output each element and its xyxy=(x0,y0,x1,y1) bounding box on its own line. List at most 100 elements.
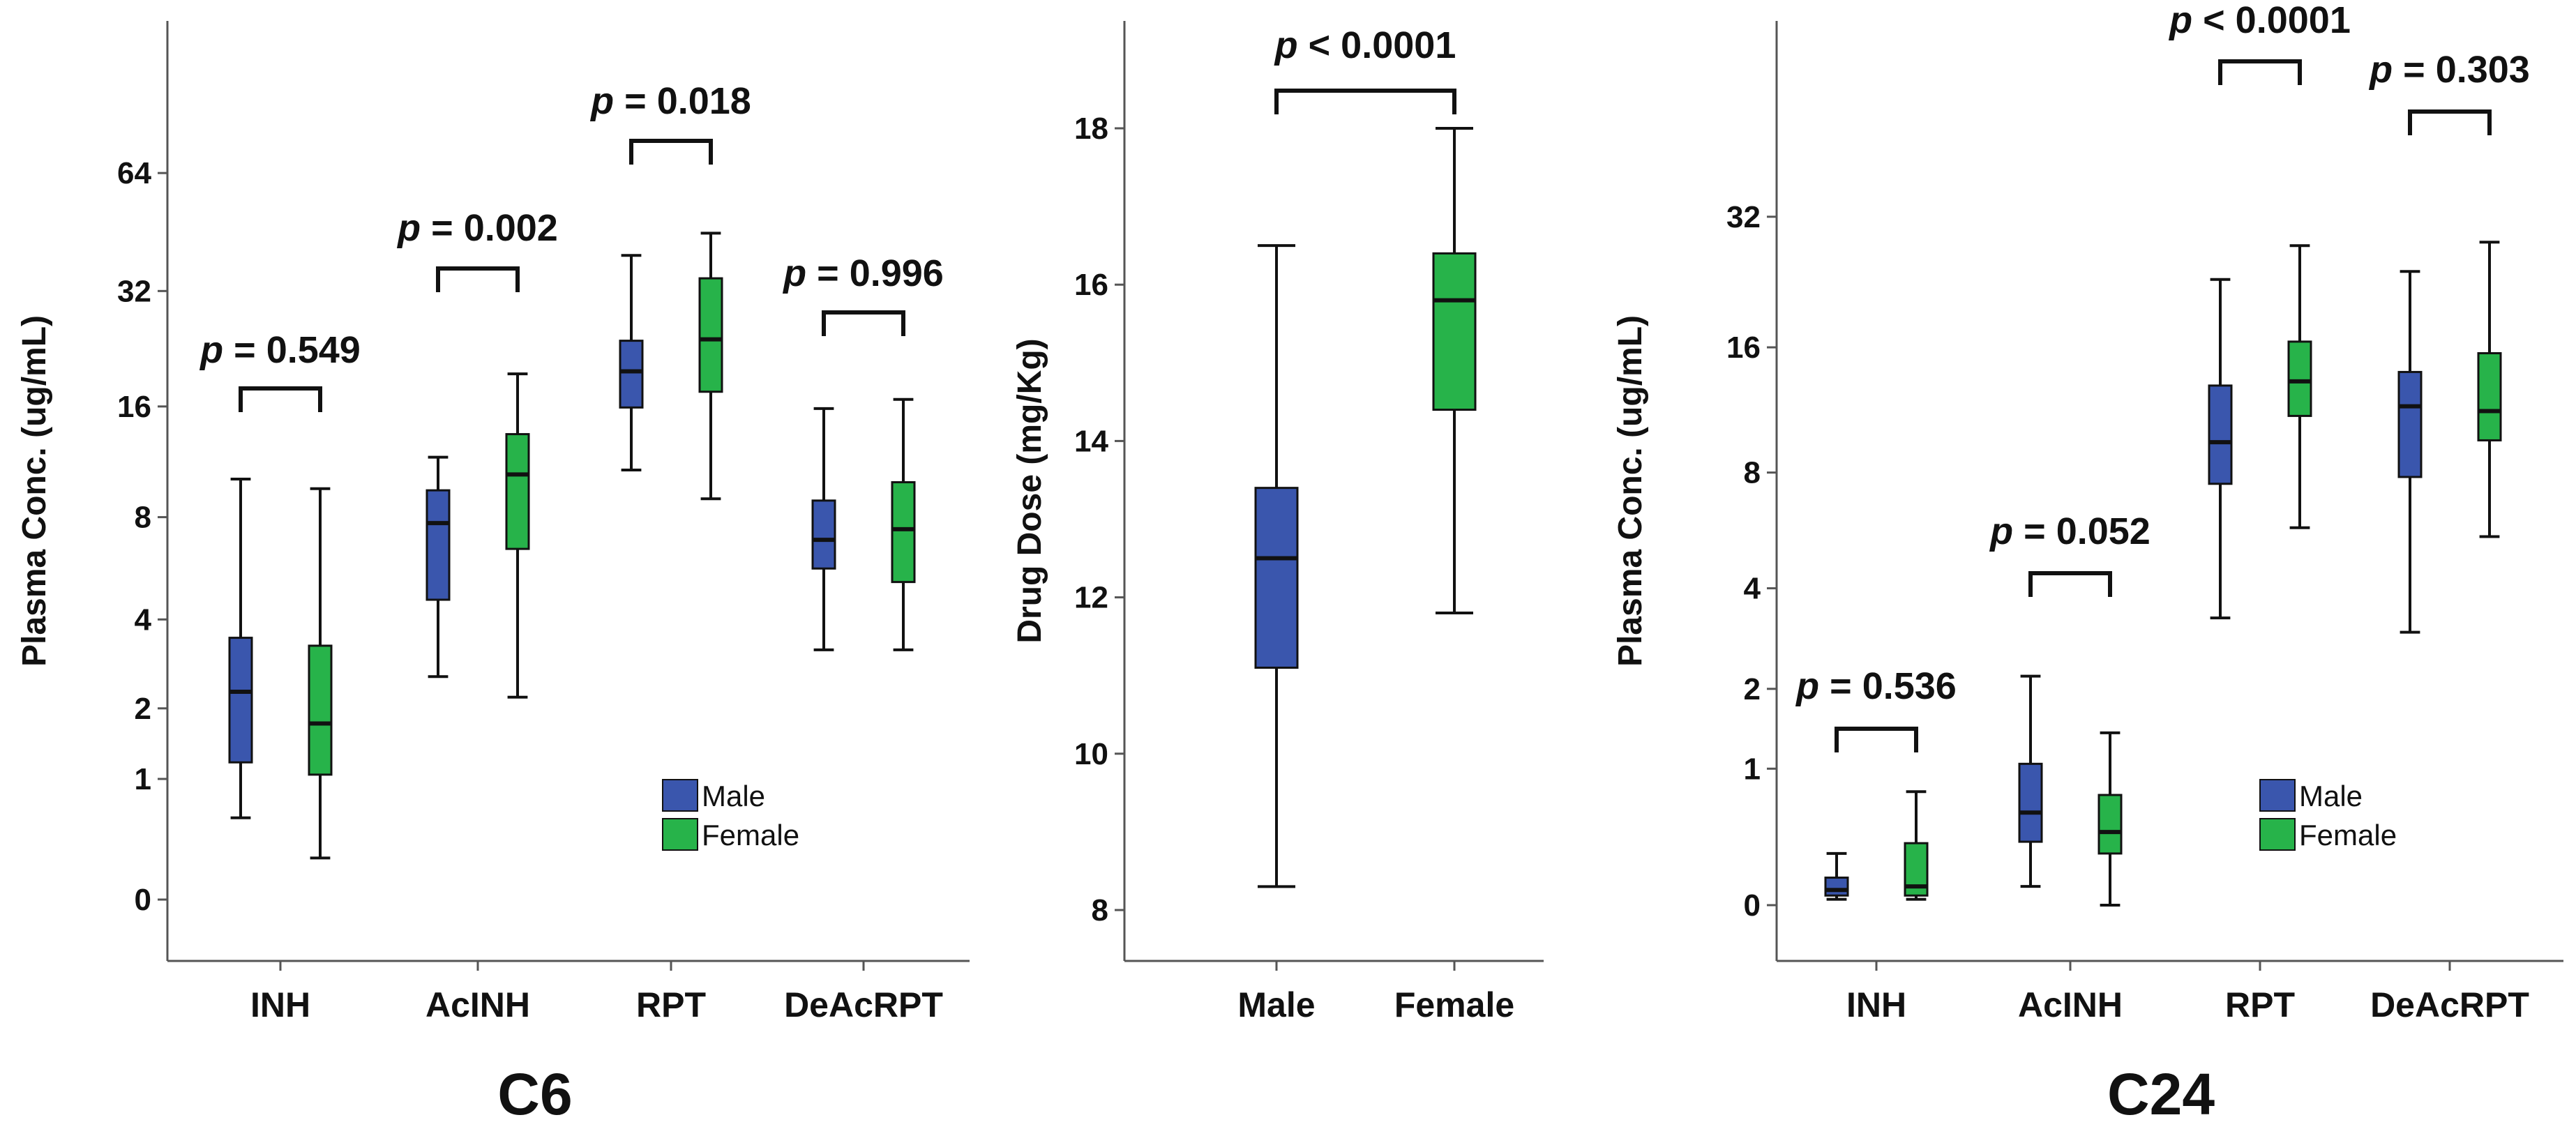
p-value: = 0.536 xyxy=(1819,665,1957,707)
legend-label-male: Male xyxy=(702,780,765,812)
p-value-label-inh: p = 0.549 xyxy=(199,329,361,371)
box-male-acinh xyxy=(425,455,451,679)
x-tick-label-male: Male xyxy=(1237,985,1315,1024)
box-female-deacrpt xyxy=(891,397,916,651)
p-symbol: p xyxy=(1795,665,1819,707)
legend-label-female: Female xyxy=(2299,819,2397,851)
panel-c6: 0 1 2 4 8 16 32 64 Plasma Conc. (ug/mL) INH p = 0.… xyxy=(16,21,970,1024)
p-symbol: p xyxy=(782,252,806,294)
box-female-acinh xyxy=(2097,731,2123,907)
p-value-label-rpt: p = 0.018 xyxy=(589,80,751,122)
p-value: < 0.0001 xyxy=(1298,24,1456,66)
significance-bracket-rpt xyxy=(629,139,713,165)
y-tick-label: 18 xyxy=(1074,112,1108,146)
box-iqr xyxy=(425,489,451,601)
box-iqr xyxy=(2208,384,2233,485)
y-axis-label: Plasma Conc. (ug/mL) xyxy=(1612,315,1649,667)
p-value: = 0.996 xyxy=(806,252,944,294)
p-value-label-rpt: p < 0.0001 xyxy=(2168,0,2351,41)
box-iqr xyxy=(698,277,723,393)
p-value: = 0.052 xyxy=(2013,510,2151,552)
y-tick-label: 8 xyxy=(1744,456,1761,490)
y-tick-label: 0 xyxy=(1744,888,1761,923)
y-tick-label: 2 xyxy=(1744,672,1761,706)
y-axis-label: Drug Dose (mg/Kg) xyxy=(1011,338,1048,643)
box-iqr xyxy=(811,499,836,570)
box-female-rpt xyxy=(698,232,723,501)
box-iqr xyxy=(2287,340,2312,417)
legend-swatch-male xyxy=(662,779,698,812)
box-iqr xyxy=(308,644,333,776)
x-tick-label-inh: INH xyxy=(1846,985,1906,1024)
p-symbol: p xyxy=(199,329,223,371)
box-iqr xyxy=(2018,762,2043,843)
x-tick-label-deacrpt: DeAcRPT xyxy=(2370,985,2529,1024)
legend-label-male: Male xyxy=(2299,780,2363,812)
box-male-deacrpt xyxy=(2397,270,2423,634)
significance-bracket-inh xyxy=(1835,727,1918,752)
y-tick-label: 16 xyxy=(1074,268,1108,302)
y-tick-label: 0 xyxy=(135,883,151,917)
box-male xyxy=(1254,244,1299,888)
box-male-acinh xyxy=(2018,674,2043,888)
y-tick-label: 4 xyxy=(135,603,152,637)
box-female-rpt xyxy=(2287,244,2312,529)
panel-c24: 0 1 2 4 8 16 32 Plasma Conc. (ug/mL) INH p = 0.53… xyxy=(1612,0,2563,1024)
significance-bracket-deacrpt xyxy=(2408,109,2492,135)
y-tick-label: 14 xyxy=(1074,424,1108,458)
box-iqr xyxy=(2097,794,2123,855)
box-iqr xyxy=(1824,877,1849,897)
y-tick-label: 10 xyxy=(1074,737,1108,771)
box-female-inh xyxy=(308,487,333,860)
box-iqr xyxy=(2477,352,2502,441)
box-female-acinh xyxy=(505,372,530,699)
x-tick-label-rpt: RPT xyxy=(636,985,706,1024)
significance-bracket-inh xyxy=(239,386,322,412)
y-tick-label: 4 xyxy=(1744,572,1761,606)
panel-drug-dose: 8 10 12 14 16 18 Drug Dose (mg/Kg) Male Female p … xyxy=(1011,21,1544,1024)
p-value-label-dose: p < 0.0001 xyxy=(1274,24,1456,66)
box-iqr xyxy=(228,637,253,764)
x-tick-label-acinh: AcINH xyxy=(2018,985,2123,1024)
y-tick-label: 8 xyxy=(1092,893,1108,927)
x-tick-label-acinh: AcINH xyxy=(425,985,530,1024)
x-tick-label-inh: INH xyxy=(250,985,310,1024)
legend-swatch-female xyxy=(2259,818,2296,851)
p-value-label-deacrpt: p = 0.303 xyxy=(2368,49,2530,91)
y-tick-label: 1 xyxy=(135,762,151,796)
box-female xyxy=(1432,127,1477,615)
legend-swatch-male xyxy=(2259,779,2296,812)
box-male-inh xyxy=(228,478,253,819)
box-iqr xyxy=(2397,370,2423,478)
p-symbol: p xyxy=(589,80,614,122)
y-tick-label: 1 xyxy=(1744,752,1761,786)
box-male-deacrpt xyxy=(811,407,836,651)
box-female-inh xyxy=(1904,790,1929,901)
p-value-label-acinh: p = 0.052 xyxy=(1989,510,2151,552)
box-male-rpt xyxy=(619,254,644,471)
significance-bracket-acinh xyxy=(436,266,520,292)
box-iqr xyxy=(1254,487,1299,669)
y-tick-label: 8 xyxy=(135,501,151,535)
x-tick-label-rpt: RPT xyxy=(2225,985,2295,1024)
panel-title-c6: C6 xyxy=(497,1061,572,1127)
y-tick-label: 12 xyxy=(1074,581,1108,615)
y-tick-label: 16 xyxy=(117,390,151,424)
y-tick-label: 64 xyxy=(117,156,151,190)
legend-label-female: Female xyxy=(702,819,799,851)
p-value: = 0.549 xyxy=(223,329,361,371)
panel-title-c24: C24 xyxy=(2107,1061,2215,1127)
box-iqr xyxy=(619,340,644,409)
p-value-label-acinh: p = 0.002 xyxy=(396,207,558,249)
box-female-deacrpt xyxy=(2477,241,2502,538)
y-tick-label: 32 xyxy=(117,274,151,308)
p-symbol: p xyxy=(2168,0,2192,41)
x-tick-label-deacrpt: DeAcRPT xyxy=(784,985,943,1024)
x-tick-label-female: Female xyxy=(1394,985,1514,1024)
significance-bracket-deacrpt xyxy=(822,310,905,336)
p-symbol: p xyxy=(2368,49,2393,91)
legend-swatch-female xyxy=(662,818,698,851)
p-symbol: p xyxy=(396,207,421,249)
box-iqr xyxy=(505,433,530,550)
y-tick-label: 16 xyxy=(1726,331,1761,365)
